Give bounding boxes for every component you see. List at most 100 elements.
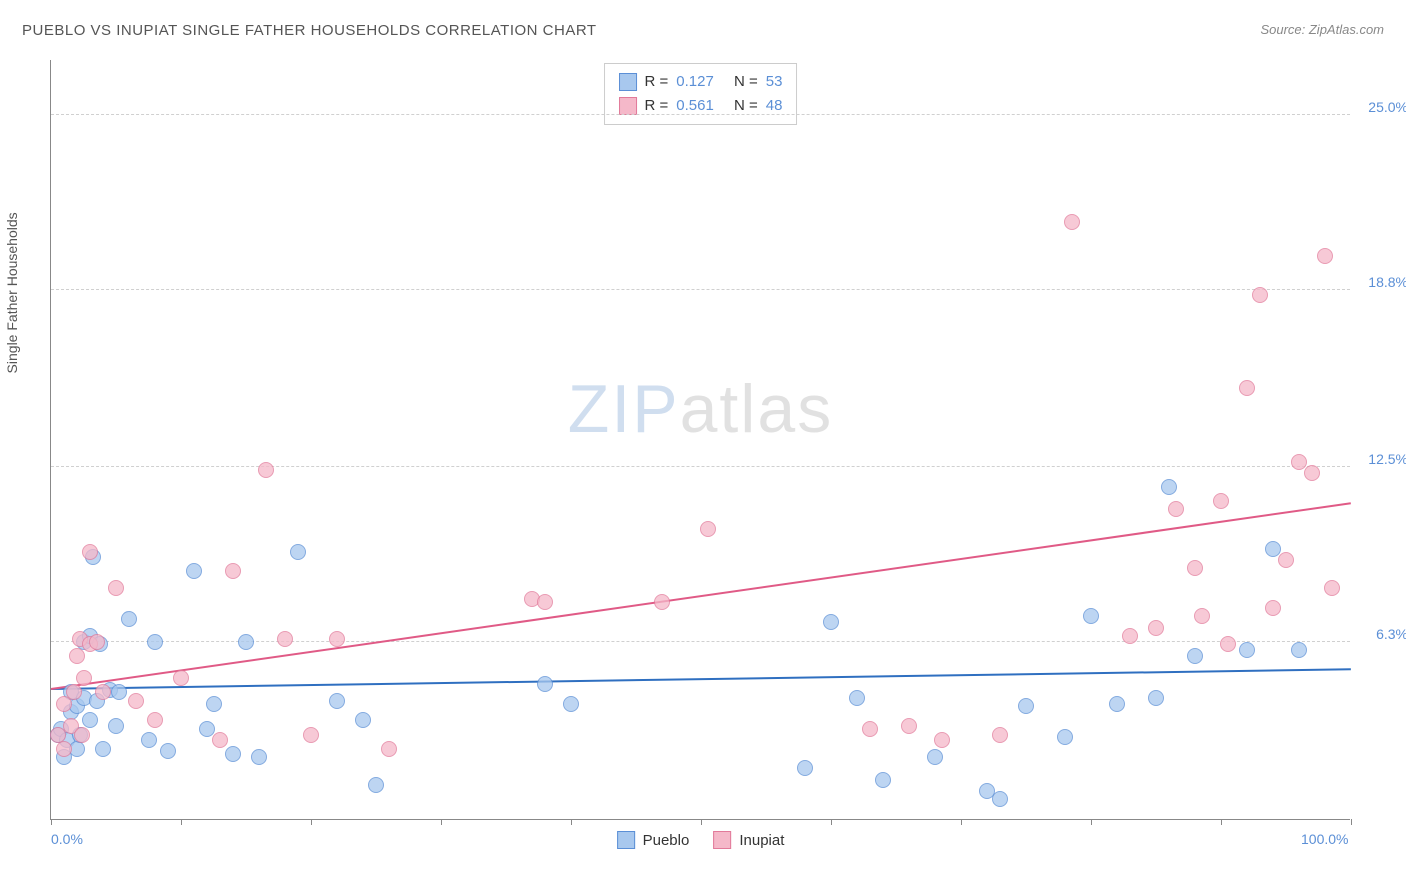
data-point <box>992 727 1008 743</box>
chart-title: PUEBLO VS INUPIAT SINGLE FATHER HOUSEHOL… <box>22 22 597 39</box>
watermark-atlas: atlas <box>680 371 834 447</box>
x-tick <box>311 819 312 825</box>
data-point <box>1187 560 1203 576</box>
data-point <box>654 594 670 610</box>
legend-item-pueblo: Pueblo <box>617 831 690 849</box>
gridline-h <box>51 289 1350 290</box>
legend-swatch-inupiat <box>713 831 731 849</box>
data-point <box>1122 628 1138 644</box>
data-point <box>141 732 157 748</box>
data-point <box>111 684 127 700</box>
data-point <box>992 791 1008 807</box>
legend-label-inupiat: Inupiat <box>739 832 784 849</box>
data-point <box>1148 620 1164 636</box>
r-value-pueblo: 0.127 <box>676 70 714 94</box>
data-point <box>1317 248 1333 264</box>
data-point <box>1109 696 1125 712</box>
data-point <box>76 670 92 686</box>
data-point <box>862 721 878 737</box>
data-point <box>1194 608 1210 624</box>
data-point <box>823 614 839 630</box>
stats-row-pueblo: R = 0.127 N = 53 <box>619 70 783 94</box>
data-point <box>901 718 917 734</box>
data-point <box>1220 636 1236 652</box>
x-tick <box>51 819 52 825</box>
data-point <box>1278 552 1294 568</box>
data-point <box>1239 642 1255 658</box>
data-point <box>381 741 397 757</box>
x-tick <box>1351 819 1352 825</box>
data-point <box>303 727 319 743</box>
data-point <box>212 732 228 748</box>
data-point <box>1083 608 1099 624</box>
x-tick <box>831 819 832 825</box>
data-point <box>1148 690 1164 706</box>
y-tick-label: 12.5% <box>1368 451 1406 467</box>
data-point <box>108 580 124 596</box>
data-point <box>1291 642 1307 658</box>
stats-legend: R = 0.127 N = 53 R = 0.561 N = 48 <box>604 63 798 125</box>
data-point <box>160 743 176 759</box>
data-point <box>1057 729 1073 745</box>
data-point <box>225 746 241 762</box>
watermark-zip: ZIP <box>568 371 680 447</box>
data-point <box>329 631 345 647</box>
gridline-h <box>51 466 1350 467</box>
y-axis-label: Single Father Households <box>4 212 20 373</box>
data-point <box>186 563 202 579</box>
data-point <box>147 634 163 650</box>
x-tick <box>701 819 702 825</box>
data-point <box>537 676 553 692</box>
data-point <box>69 648 85 664</box>
x-tick <box>1091 819 1092 825</box>
x-tick <box>571 819 572 825</box>
data-point <box>74 727 90 743</box>
data-point <box>700 521 716 537</box>
data-point <box>95 684 111 700</box>
data-point <box>1018 698 1034 714</box>
data-point <box>537 594 553 610</box>
data-point <box>128 693 144 709</box>
y-tick-label: 6.3% <box>1376 626 1406 642</box>
data-point <box>173 670 189 686</box>
swatch-inupiat <box>619 97 637 115</box>
y-tick-label: 25.0% <box>1368 99 1406 115</box>
x-tick <box>441 819 442 825</box>
data-point <box>797 760 813 776</box>
x-tick <box>181 819 182 825</box>
data-point <box>563 696 579 712</box>
x-tick <box>961 819 962 825</box>
data-point <box>206 696 222 712</box>
data-point <box>1304 465 1320 481</box>
x-tick-label: 100.0% <box>1301 831 1348 847</box>
data-point <box>875 772 891 788</box>
data-point <box>251 749 267 765</box>
data-point <box>66 684 82 700</box>
r-label: R = <box>645 70 669 94</box>
legend-swatch-pueblo <box>617 831 635 849</box>
data-point <box>238 634 254 650</box>
data-point <box>277 631 293 647</box>
x-tick <box>1221 819 1222 825</box>
plot-area: ZIPatlas R = 0.127 N = 53 R = 0.561 N = … <box>50 60 1350 820</box>
data-point <box>1252 287 1268 303</box>
y-tick-label: 18.8% <box>1368 274 1406 290</box>
data-point <box>95 741 111 757</box>
data-point <box>1239 380 1255 396</box>
legend-label-pueblo: Pueblo <box>643 832 690 849</box>
data-point <box>1213 493 1229 509</box>
trend-line <box>51 668 1351 690</box>
data-point <box>225 563 241 579</box>
data-point <box>355 712 371 728</box>
data-point <box>121 611 137 627</box>
data-point <box>1064 214 1080 230</box>
swatch-pueblo <box>619 73 637 91</box>
data-point <box>368 777 384 793</box>
data-point <box>89 634 105 650</box>
legend-item-inupiat: Inupiat <box>713 831 784 849</box>
data-point <box>1168 501 1184 517</box>
data-point <box>849 690 865 706</box>
n-label: N = <box>734 70 758 94</box>
data-point <box>290 544 306 560</box>
data-point <box>934 732 950 748</box>
